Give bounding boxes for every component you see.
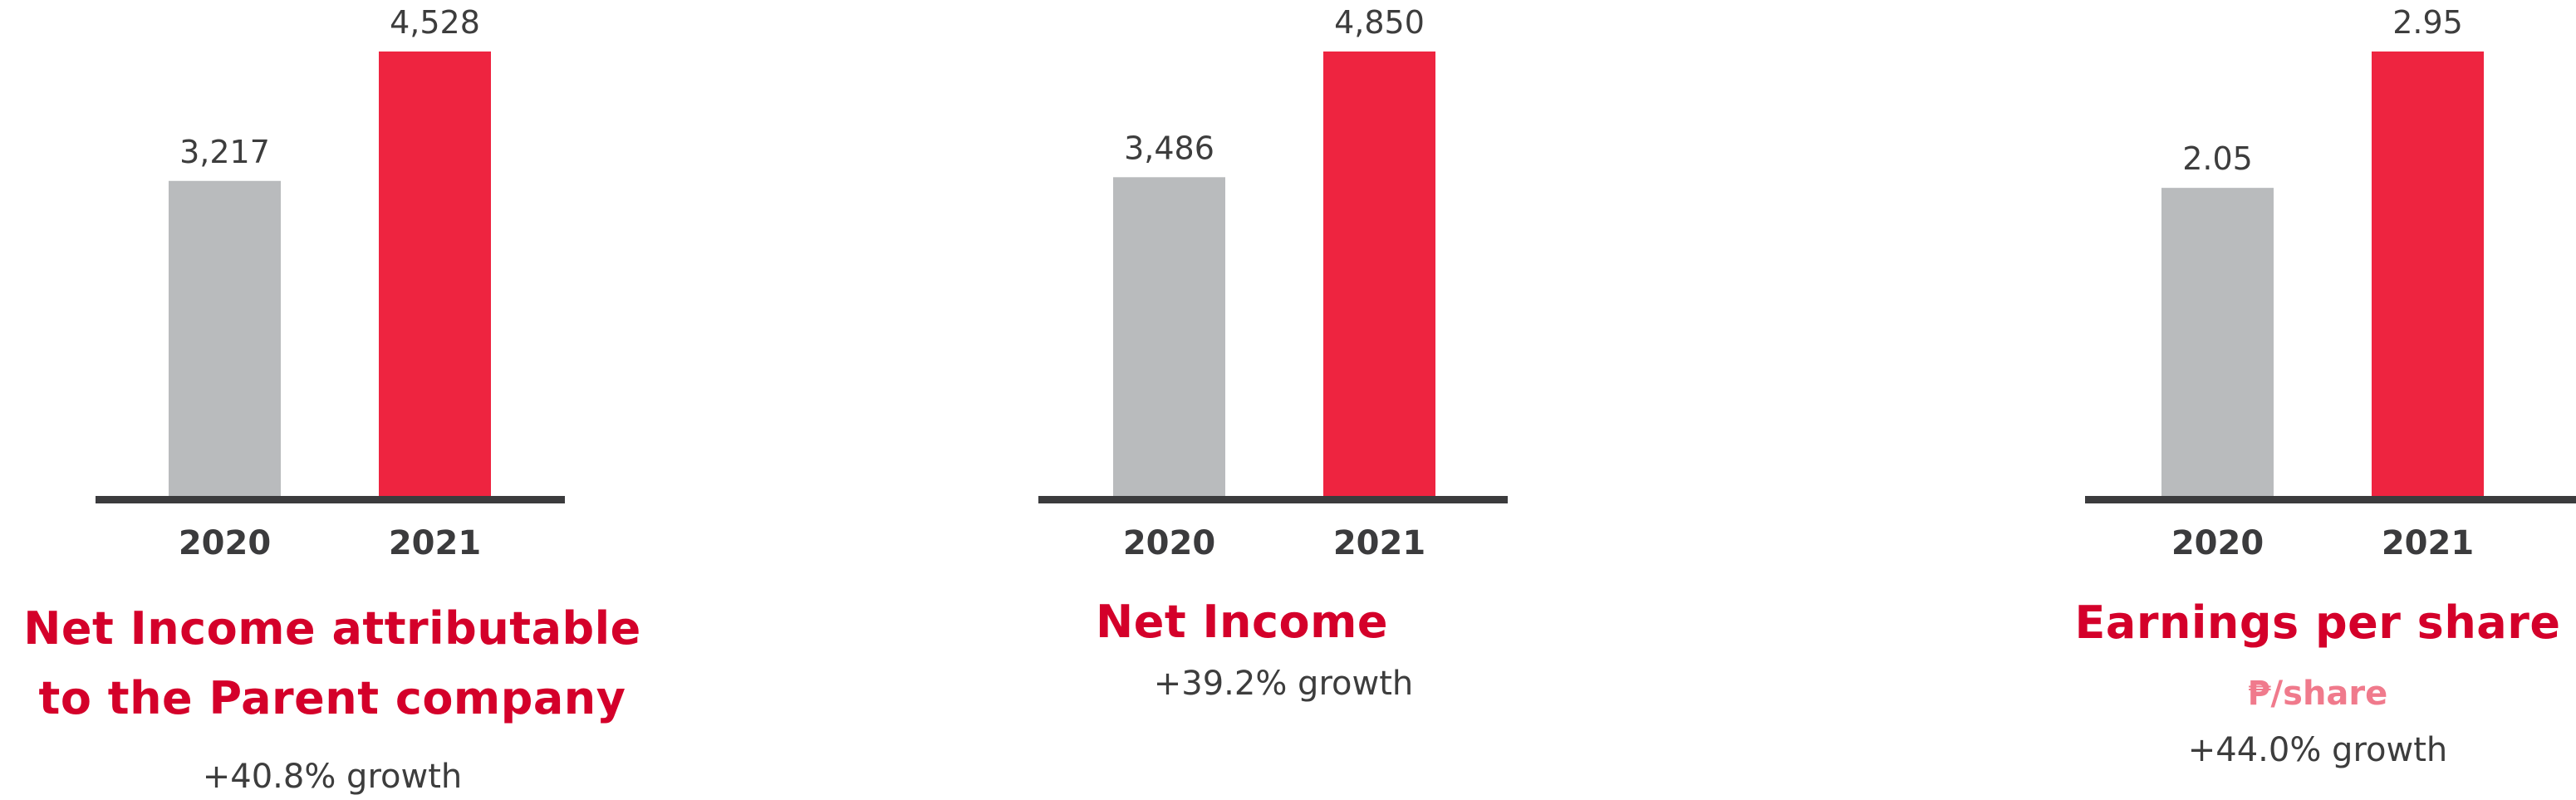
chart-1-bar-2020 (169, 180, 281, 498)
chart-3-bar-2021 (2372, 52, 2484, 498)
chart-2-title: Net Income (1096, 596, 1388, 648)
chart-1-category-label-2021: 2021 (389, 524, 481, 562)
chart-1-title: Net Income attributable to the Parent co… (23, 602, 641, 724)
chart-3-baseline (2085, 496, 2576, 503)
chart-3-unit-label: ₱/share (2247, 675, 2388, 713)
chart-2-bar-2020 (1113, 177, 1225, 498)
chart-3-value-label-2021: 2.95 (2392, 4, 2463, 41)
chart-2-category-label-2020: 2020 (1123, 524, 1215, 562)
chart-1-category-label-2020: 2020 (179, 524, 271, 562)
chart-3-category-label-2021: 2021 (2382, 524, 2474, 562)
chart-3-growth: +44.0% growth (2187, 731, 2448, 769)
chart-1-bar-2021 (379, 52, 491, 498)
chart-2-bar-2021 (1323, 52, 1435, 498)
chart-2-baseline (1038, 496, 1508, 503)
chart-2-category-label-2021: 2021 (1333, 524, 1425, 562)
chart-2-value-label-2021: 4,850 (1334, 4, 1425, 41)
chart-1-value-label-2020: 3,217 (179, 134, 270, 170)
chart-1-value-label-2021: 4,528 (390, 4, 480, 41)
chart-3-bar-2020 (2161, 188, 2274, 498)
chart-3-category-label-2020: 2020 (2171, 524, 2264, 562)
chart-3-title: Earnings per share (2074, 596, 2561, 649)
chart-2-growth: +39.2% growth (1153, 665, 1414, 703)
chart-2-value-label-2020: 3,486 (1124, 130, 1214, 166)
chart-1-growth: +40.8% growth (202, 758, 463, 796)
chart-3-value-label-2020: 2.05 (2182, 140, 2253, 177)
chart-1-baseline (96, 496, 565, 503)
